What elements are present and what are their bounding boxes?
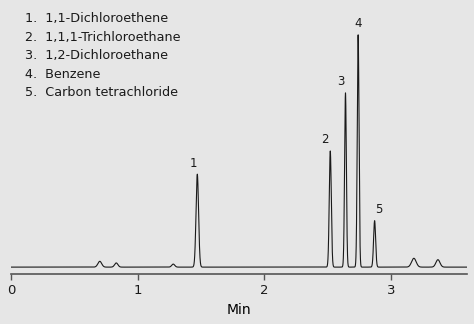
Text: 2: 2 bbox=[321, 133, 329, 146]
Text: 3: 3 bbox=[337, 75, 344, 88]
Text: 1.  1,1-Dichloroethene
2.  1,1,1-Trichloroethane
3.  1,2-Dichloroethane
4.  Benz: 1. 1,1-Dichloroethene 2. 1,1,1-Trichloro… bbox=[25, 12, 180, 99]
Text: 1: 1 bbox=[190, 156, 197, 169]
Text: 4: 4 bbox=[355, 17, 362, 30]
Text: 5: 5 bbox=[375, 203, 382, 216]
X-axis label: Min: Min bbox=[227, 303, 251, 317]
